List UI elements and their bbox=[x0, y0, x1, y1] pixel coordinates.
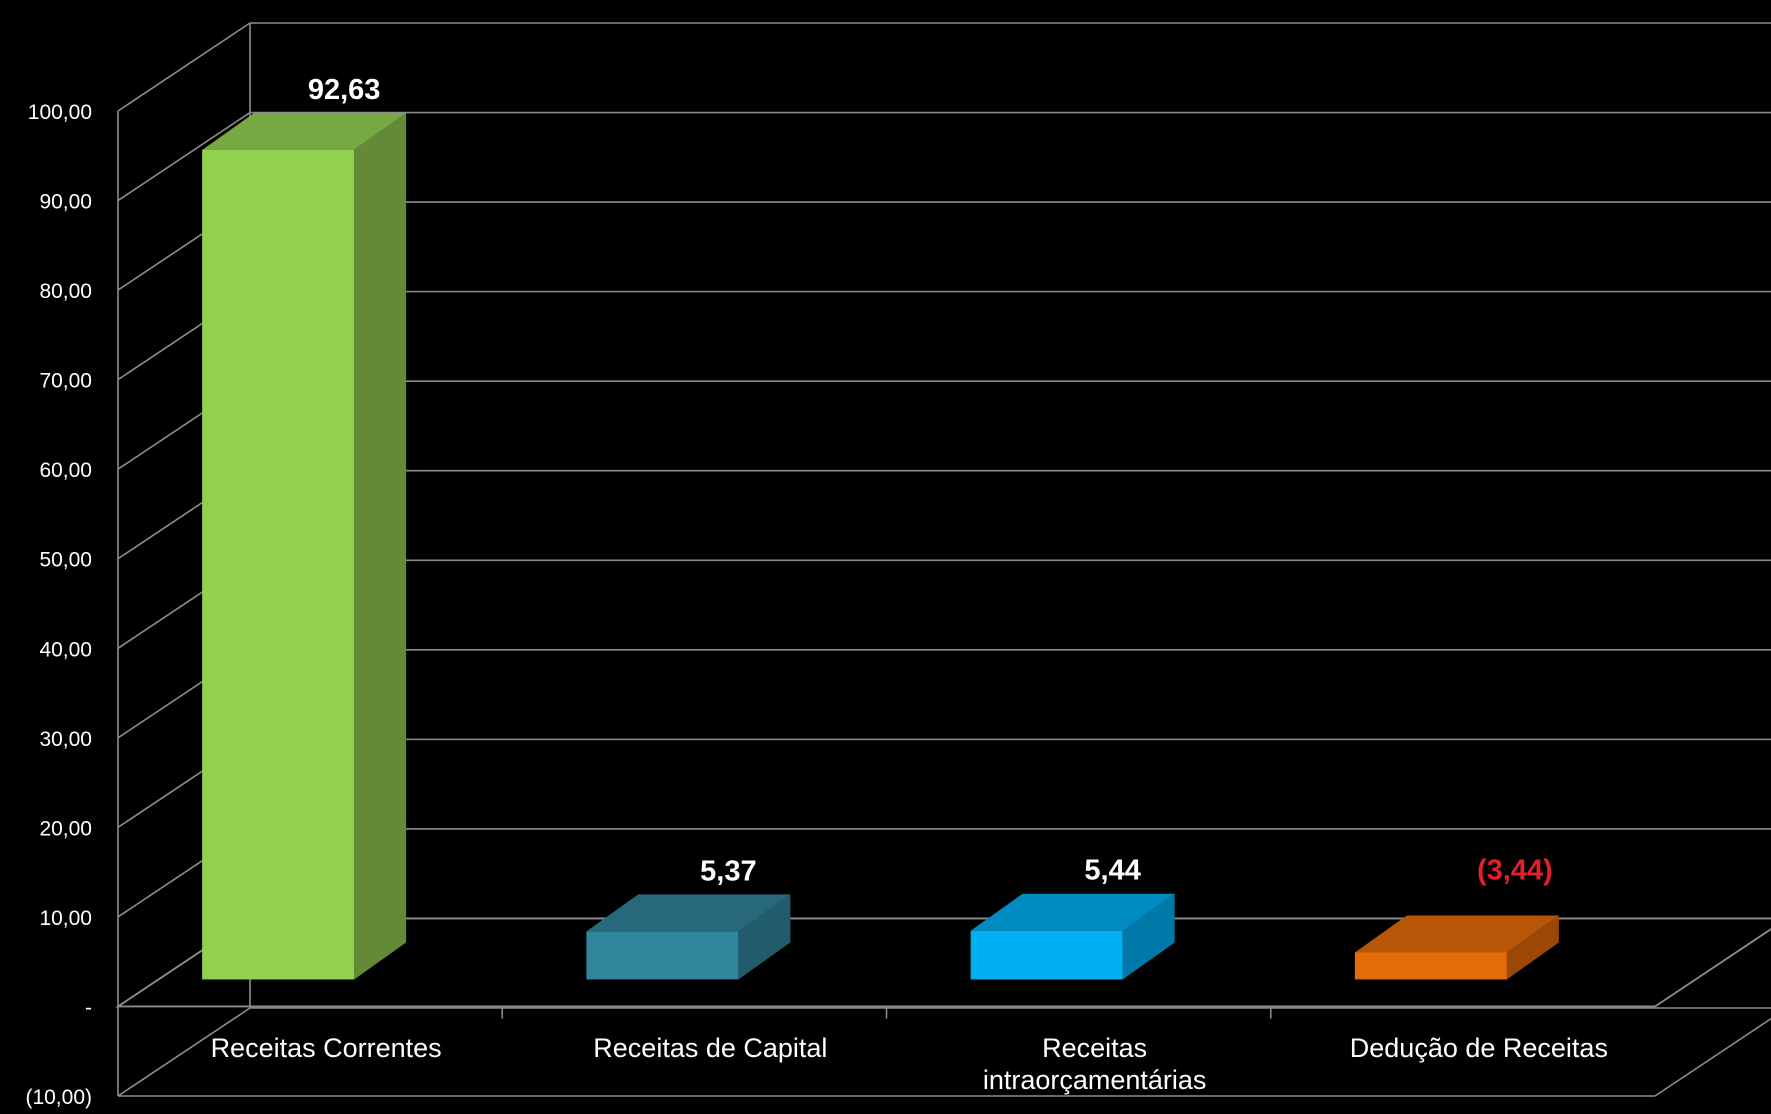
category-label: Receitas intraorçamentárias bbox=[983, 1033, 1207, 1095]
y-tick-label: 30,00 bbox=[39, 728, 92, 751]
bar-top bbox=[202, 112, 407, 150]
bar bbox=[1354, 915, 1559, 980]
bar-side bbox=[354, 112, 407, 980]
bottom-edge-diagonal bbox=[1654, 1017, 1771, 1097]
y-axis-ticks: (10,00) - 10,00 20,00 30,00 40,00 50,00 60,00 70… bbox=[25, 101, 92, 1109]
bar bbox=[970, 893, 1175, 980]
bar bbox=[202, 112, 407, 980]
bar-front bbox=[1354, 952, 1507, 980]
bar-front bbox=[970, 930, 1123, 980]
category-label-line: Dedução de Receitas bbox=[1350, 1033, 1608, 1063]
y-tick-label: 20,00 bbox=[39, 817, 92, 840]
bar-side bbox=[1506, 915, 1559, 980]
bar-value-label: (3,44) bbox=[1477, 854, 1553, 886]
bar-top bbox=[586, 894, 791, 932]
bars bbox=[202, 112, 1559, 980]
y-tick-label: 50,00 bbox=[39, 549, 92, 572]
y-tick-label: 80,00 bbox=[39, 280, 92, 303]
data-labels: 92,63 5,37 5,44 (3,44) bbox=[308, 74, 1553, 887]
bar-value-label: 5,37 bbox=[700, 855, 756, 887]
bar-top bbox=[1354, 915, 1559, 953]
grid bbox=[115, 22, 1771, 1097]
x-axis-categories: Receitas Correntes Receitas de Capital Rec… bbox=[211, 1033, 1608, 1095]
category-label: Receitas Correntes bbox=[211, 1033, 442, 1063]
category-label-line: Receitas Correntes bbox=[211, 1033, 442, 1063]
bar-side bbox=[1122, 893, 1175, 980]
y-tick-label: 100,00 bbox=[28, 101, 92, 124]
y-tick-label: 90,00 bbox=[39, 191, 92, 214]
bar-value-label: 5,44 bbox=[1084, 855, 1140, 887]
y-tick-label: - bbox=[85, 996, 92, 1019]
bar-top bbox=[970, 893, 1175, 931]
bar bbox=[586, 894, 791, 980]
bar-value-label: 92,63 bbox=[308, 74, 381, 106]
y-tick-label: 60,00 bbox=[39, 459, 92, 482]
y-tick-label: (10,00) bbox=[25, 1086, 92, 1109]
y-tick-label: 70,00 bbox=[39, 370, 92, 393]
y-tick-label: 10,00 bbox=[39, 907, 92, 930]
bar-side bbox=[738, 894, 791, 980]
category-label-line: Receitas de Capital bbox=[593, 1033, 827, 1063]
category-label-line: Receitas bbox=[1042, 1033, 1147, 1063]
gridline-diagonal bbox=[117, 22, 251, 112]
category-label: Receitas de Capital bbox=[593, 1033, 827, 1063]
gridline-diagonal bbox=[117, 111, 251, 202]
category-label: Dedução de Receitas bbox=[1350, 1033, 1608, 1063]
bar-front bbox=[202, 149, 355, 980]
y-tick-label: 40,00 bbox=[39, 638, 92, 661]
gridline-diagonal bbox=[117, 1007, 251, 1097]
category-label-line: intraorçamentárias bbox=[983, 1065, 1207, 1095]
bar-front bbox=[586, 931, 739, 980]
